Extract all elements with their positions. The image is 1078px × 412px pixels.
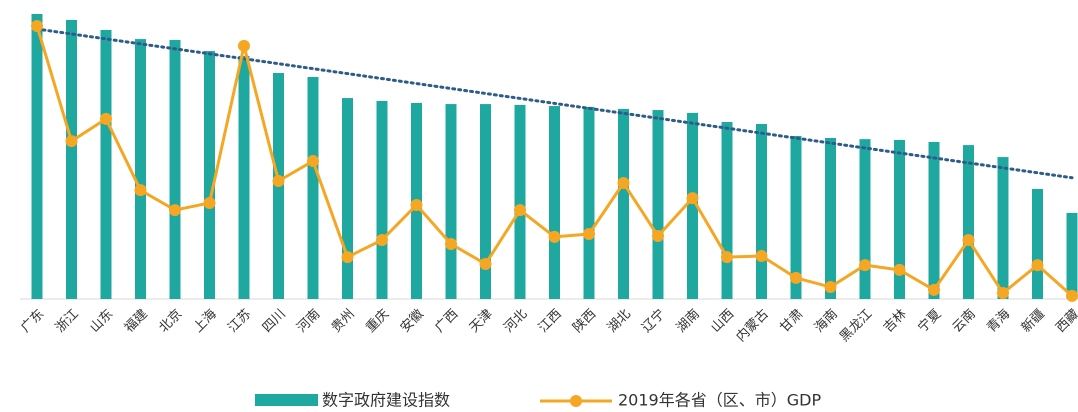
x-tick-label: 山西 — [708, 307, 737, 336]
line-point — [376, 234, 388, 247]
x-tick-label: 贵州 — [329, 307, 358, 336]
bar — [169, 39, 181, 300]
bar — [31, 14, 43, 299]
x-tick-label: 安徽 — [398, 307, 427, 336]
x-tick-label: 江西 — [536, 307, 565, 336]
line-point — [238, 39, 250, 52]
x-tick-label: 青海 — [984, 307, 1013, 336]
bar — [894, 139, 905, 299]
bar — [1032, 188, 1043, 299]
x-tick-label: 陕西 — [570, 307, 599, 336]
line-point — [100, 112, 112, 125]
x-tick-label: 福建 — [122, 307, 151, 336]
line-point — [410, 198, 423, 211]
bar — [549, 106, 560, 300]
x-tick-label: 海南 — [811, 306, 841, 336]
line-point — [203, 196, 216, 209]
line-point — [997, 287, 1009, 300]
bar — [859, 139, 871, 299]
bar — [756, 124, 767, 299]
x-tick-label: 河南 — [294, 306, 324, 336]
bar — [66, 19, 77, 300]
x-tick-label: 黑龙江 — [837, 307, 875, 345]
line-point — [583, 228, 595, 241]
x-tick-label: 广东 — [18, 307, 47, 336]
bar — [514, 104, 526, 299]
line-point — [272, 175, 285, 188]
bar — [480, 104, 491, 299]
bar — [790, 135, 802, 299]
x-tick-label: 辽宁 — [639, 306, 669, 336]
x-tick-label: 河北 — [501, 307, 530, 336]
bar — [238, 55, 250, 299]
line-point — [31, 19, 43, 32]
x-tick-label: 云南 — [949, 306, 979, 336]
bar — [721, 122, 733, 299]
line-point — [893, 263, 906, 276]
bar — [1066, 212, 1078, 299]
line-point — [134, 184, 147, 197]
line-point — [514, 204, 526, 217]
line-point — [617, 177, 630, 190]
legend-label: 数字政府建设指数 — [322, 391, 450, 410]
bar — [618, 108, 629, 299]
bar — [825, 137, 836, 299]
bar — [100, 29, 112, 300]
bar — [687, 112, 698, 300]
line-point — [479, 257, 492, 270]
line-point — [790, 271, 802, 284]
legend-swatch — [255, 394, 318, 406]
x-tick-label: 湖北 — [605, 307, 634, 336]
bar — [928, 141, 940, 299]
trendline — [35, 27, 1074, 180]
x-tick-label: 吉林 — [881, 307, 910, 336]
bar — [204, 51, 215, 299]
x-tick-label: 天津 — [467, 307, 496, 336]
x-tick-label: 甘肃 — [777, 307, 806, 336]
line-point — [652, 230, 664, 243]
bar — [963, 145, 974, 299]
legend-label: 2019年各省（区、市）GDP — [618, 391, 821, 410]
x-tick-label: 新疆 — [1018, 306, 1048, 336]
x-tick-label: 山东 — [87, 307, 116, 336]
line-point — [1066, 289, 1078, 302]
x-tick-label: 湖南 — [673, 306, 703, 336]
bar — [307, 76, 319, 299]
bar — [445, 104, 457, 299]
line-point — [962, 234, 975, 247]
line-point — [341, 251, 354, 264]
bar — [135, 39, 146, 300]
x-tick-label: 浙江 — [53, 307, 82, 336]
line-point — [65, 135, 78, 148]
line-point — [824, 281, 837, 294]
x-tick-label: 江苏 — [225, 306, 255, 336]
x-tick-label: 北京 — [156, 307, 185, 336]
line-point — [721, 251, 733, 264]
line-point — [1031, 259, 1044, 272]
bar — [342, 98, 353, 299]
legend-marker — [570, 395, 582, 407]
line-point — [755, 249, 768, 262]
x-tick-label: 上海 — [191, 307, 220, 336]
x-tick-label: 重庆 — [363, 306, 393, 336]
line-point — [169, 204, 181, 217]
bar — [376, 100, 388, 299]
x-tick-label: 内蒙古 — [733, 306, 772, 345]
x-tick-label: 西藏 — [1053, 307, 1078, 336]
x-tick-label: 广西 — [432, 307, 461, 336]
bar — [583, 106, 595, 299]
line-point — [445, 237, 457, 250]
line-point — [859, 259, 871, 272]
x-tick-label: 四川 — [260, 307, 289, 336]
bar — [997, 157, 1009, 299]
x-tick-label: 宁夏 — [915, 306, 945, 336]
line-point — [548, 230, 561, 243]
line-point — [686, 192, 699, 205]
line-point — [928, 283, 940, 296]
line-point — [307, 155, 319, 168]
bar — [652, 110, 664, 299]
